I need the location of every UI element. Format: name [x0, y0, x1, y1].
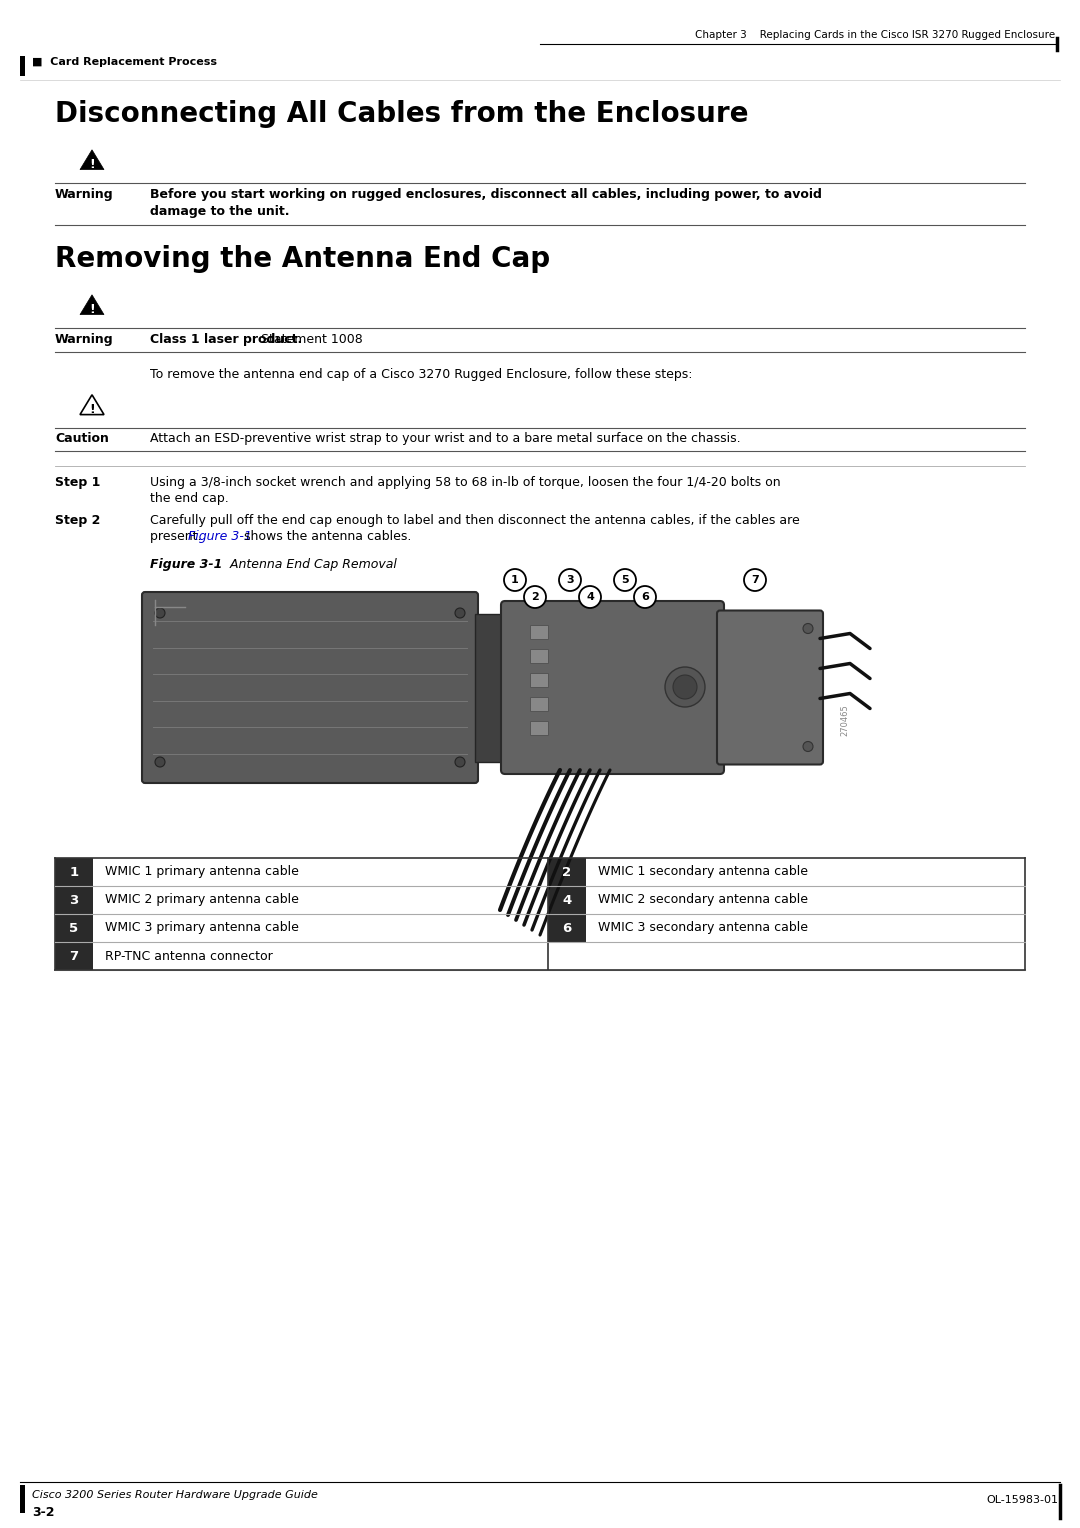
Text: Attach an ESD-preventive wrist strap to your wrist and to a bare metal surface o: Attach an ESD-preventive wrist strap to … — [150, 432, 741, 445]
Text: Disconnecting All Cables from the Enclosure: Disconnecting All Cables from the Enclos… — [55, 99, 748, 128]
Bar — [55, 859, 93, 886]
Text: 270465: 270465 — [840, 704, 850, 736]
Text: To remove the antenna end cap of a Cisco 3270 Rugged Enclosure, follow these ste: To remove the antenna end cap of a Cisco… — [150, 368, 692, 380]
Text: Cisco 3200 Series Router Hardware Upgrade Guide: Cisco 3200 Series Router Hardware Upgrad… — [32, 1490, 318, 1500]
Text: present.: present. — [150, 530, 205, 542]
Text: WMIC 2 primary antenna cable: WMIC 2 primary antenna cable — [105, 894, 299, 906]
Text: the end cap.: the end cap. — [150, 492, 229, 504]
Text: Caution: Caution — [55, 432, 109, 445]
Bar — [55, 914, 93, 941]
Circle shape — [156, 608, 165, 617]
Text: 1: 1 — [69, 865, 79, 879]
Polygon shape — [80, 150, 104, 170]
Text: 3: 3 — [69, 894, 79, 906]
Text: Step 2: Step 2 — [55, 513, 100, 527]
Bar — [55, 941, 93, 970]
Circle shape — [504, 568, 526, 591]
Text: 2: 2 — [563, 865, 571, 879]
Bar — [21, 1485, 25, 1513]
Circle shape — [804, 741, 813, 752]
Text: damage to the unit.: damage to the unit. — [150, 205, 289, 219]
Bar — [21, 57, 25, 76]
Bar — [530, 721, 548, 735]
Text: Before you start working on rugged enclosures, disconnect all cables, including : Before you start working on rugged enclo… — [150, 188, 822, 202]
FancyBboxPatch shape — [501, 601, 724, 775]
Text: 7: 7 — [69, 949, 79, 963]
Text: Chapter 3    Replacing Cards in the Cisco ISR 3270 Rugged Enclosure: Chapter 3 Replacing Cards in the Cisco I… — [694, 31, 1055, 40]
Text: Step 1: Step 1 — [55, 477, 100, 489]
Text: Warning: Warning — [55, 333, 113, 345]
Text: 4: 4 — [563, 894, 571, 906]
Circle shape — [673, 675, 697, 698]
Text: ■  Card Replacement Process: ■ Card Replacement Process — [32, 57, 217, 67]
Text: Figure 3-1: Figure 3-1 — [150, 558, 222, 571]
Bar — [55, 886, 93, 914]
Text: 2: 2 — [531, 591, 539, 602]
Circle shape — [615, 568, 636, 591]
Text: WMIC 1 secondary antenna cable: WMIC 1 secondary antenna cable — [598, 865, 808, 879]
Circle shape — [634, 587, 656, 608]
Bar — [548, 886, 586, 914]
Text: !: ! — [90, 403, 95, 416]
Circle shape — [156, 756, 165, 767]
Text: !: ! — [90, 157, 95, 171]
Text: Antenna End Cap Removal: Antenna End Cap Removal — [206, 558, 396, 571]
Text: 6: 6 — [563, 921, 571, 935]
Text: 3-2: 3-2 — [32, 1505, 54, 1519]
Circle shape — [559, 568, 581, 591]
Text: Statement 1008: Statement 1008 — [257, 333, 363, 345]
Text: Class 1 laser product.: Class 1 laser product. — [150, 333, 302, 345]
Bar — [548, 914, 586, 941]
Polygon shape — [80, 394, 104, 414]
Polygon shape — [80, 295, 104, 315]
Circle shape — [524, 587, 546, 608]
Text: OL-15983-01: OL-15983-01 — [986, 1494, 1058, 1505]
Text: WMIC 3 primary antenna cable: WMIC 3 primary antenna cable — [105, 921, 299, 935]
Text: 5: 5 — [69, 921, 79, 935]
FancyBboxPatch shape — [717, 611, 823, 764]
Circle shape — [455, 756, 465, 767]
Circle shape — [665, 668, 705, 707]
Text: 1: 1 — [511, 575, 518, 585]
Text: WMIC 2 secondary antenna cable: WMIC 2 secondary antenna cable — [598, 894, 808, 906]
Text: Warning: Warning — [55, 188, 113, 202]
Text: WMIC 3 secondary antenna cable: WMIC 3 secondary antenna cable — [598, 921, 808, 935]
Circle shape — [804, 623, 813, 634]
Text: 7: 7 — [751, 575, 759, 585]
Bar — [530, 672, 548, 688]
Bar — [530, 649, 548, 663]
Text: Removing the Antenna End Cap: Removing the Antenna End Cap — [55, 244, 550, 274]
Bar — [530, 697, 548, 711]
Circle shape — [455, 608, 465, 617]
Text: !: ! — [90, 303, 95, 316]
Text: shows the antenna cables.: shows the antenna cables. — [240, 530, 411, 542]
Text: 4: 4 — [586, 591, 594, 602]
Circle shape — [744, 568, 766, 591]
Text: Carefully pull off the end cap enough to label and then disconnect the antenna c: Carefully pull off the end cap enough to… — [150, 513, 800, 527]
FancyBboxPatch shape — [141, 591, 478, 782]
Text: 6: 6 — [642, 591, 649, 602]
Text: RP-TNC antenna connector: RP-TNC antenna connector — [105, 949, 273, 963]
Circle shape — [579, 587, 600, 608]
Text: 5: 5 — [621, 575, 629, 585]
Text: Figure 3-1: Figure 3-1 — [188, 530, 252, 542]
Text: WMIC 1 primary antenna cable: WMIC 1 primary antenna cable — [105, 865, 299, 879]
Text: Using a 3/8-inch socket wrench and applying 58 to 68 in-lb of torque, loosen the: Using a 3/8-inch socket wrench and apply… — [150, 477, 781, 489]
Bar — [548, 859, 586, 886]
Text: 3: 3 — [566, 575, 573, 585]
Bar — [475, 614, 505, 761]
Bar — [530, 625, 548, 639]
